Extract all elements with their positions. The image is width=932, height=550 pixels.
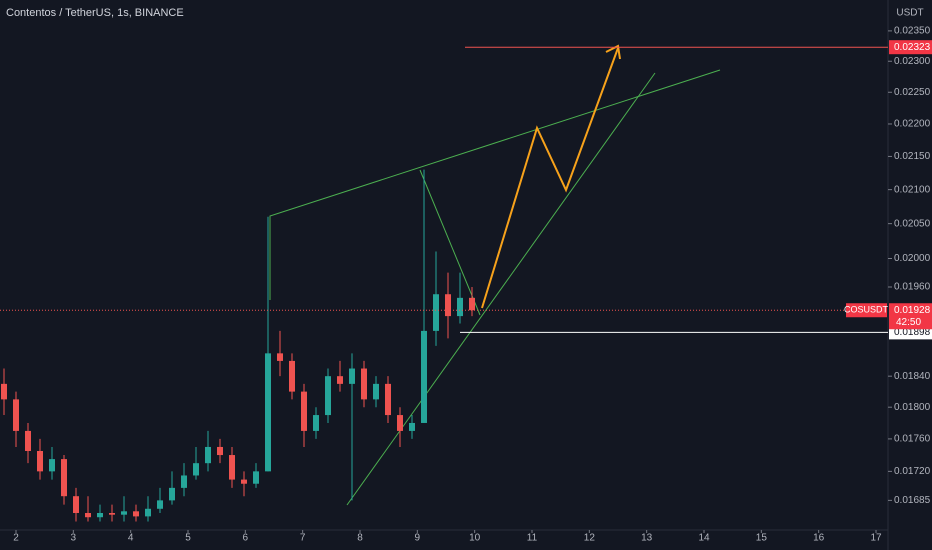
candle-body — [241, 479, 247, 484]
time-label: 3 — [71, 533, 77, 544]
countdown: 42:50 — [896, 317, 921, 328]
target-label: 0.02323 — [894, 42, 931, 53]
candle-body — [337, 376, 343, 384]
candle-body — [397, 415, 403, 431]
time-label: 2 — [13, 533, 19, 544]
price-label: 0.02050 — [894, 218, 931, 229]
candle-body — [193, 463, 199, 476]
candle-body — [313, 415, 319, 431]
wedge-line — [419, 169, 481, 316]
candle-body — [457, 297, 463, 317]
candle-body — [73, 496, 79, 513]
candle-body — [85, 512, 91, 518]
symbol-label: COSUSDT — [844, 305, 889, 315]
time-label: 9 — [415, 533, 421, 544]
time-label: 6 — [243, 533, 249, 544]
time-label: 16 — [813, 533, 825, 544]
candle-body — [433, 294, 439, 331]
symbol-tag — [846, 303, 887, 318]
time-label: 13 — [641, 533, 653, 544]
candle-body — [325, 376, 331, 416]
candle-body — [469, 297, 475, 311]
time-label: 14 — [698, 533, 710, 544]
candle-body — [157, 500, 163, 509]
candle-body — [217, 446, 223, 456]
price-label: 0.02150 — [894, 151, 931, 162]
time-label: 5 — [185, 533, 191, 544]
time-label: 15 — [756, 533, 768, 544]
candle-body — [109, 512, 115, 515]
price-label: 0.01960 — [894, 282, 931, 293]
candle-body — [25, 430, 31, 451]
price-label: 0.02000 — [894, 253, 931, 264]
chart-title: Contentos / TetherUS, 1s, BINANCE — [6, 7, 184, 19]
candle-body — [253, 471, 259, 484]
time-label: 17 — [870, 533, 882, 544]
price-label: 0.02350 — [894, 26, 931, 37]
candle-body — [1, 383, 7, 400]
price-label: 0.02100 — [894, 184, 931, 195]
current-label: 0.01928 — [894, 305, 931, 316]
candle-body — [277, 353, 283, 361]
candle-body — [205, 446, 211, 464]
candle-body — [169, 487, 175, 501]
projection-path — [481, 47, 619, 309]
price-label: 0.02250 — [894, 87, 931, 98]
candle-body — [37, 450, 43, 472]
price-label: 0.01840 — [894, 371, 931, 382]
candle-body — [361, 368, 367, 400]
time-label: 10 — [469, 533, 481, 544]
candle-body — [385, 383, 391, 416]
candle-body — [289, 360, 295, 392]
price-label: 0.02200 — [894, 119, 931, 130]
candle-body — [373, 383, 379, 400]
time-label: 7 — [300, 533, 306, 544]
candle-body — [145, 508, 151, 517]
candle-body — [133, 511, 139, 517]
price-label: 0.02300 — [894, 56, 931, 67]
current-tag — [889, 303, 932, 330]
candle-body — [229, 455, 235, 480]
currency: USDT — [896, 8, 923, 19]
drawings — [1, 44, 721, 522]
lower-trendline — [346, 72, 656, 506]
candle-body — [121, 511, 127, 515]
price-label: 0.01685 — [894, 495, 931, 506]
time-label: 4 — [128, 533, 134, 544]
candle-body — [97, 512, 103, 518]
candle-body — [349, 368, 355, 384]
level-label: 0.01898 — [894, 327, 931, 338]
candle-body — [445, 294, 451, 317]
time-label: 12 — [584, 533, 596, 544]
time-label: 11 — [527, 533, 538, 544]
candle-body — [13, 399, 19, 431]
target-tag — [889, 40, 932, 55]
candle-body — [61, 459, 67, 497]
candle-body — [421, 330, 427, 423]
time-label: 8 — [357, 533, 363, 544]
candle-body — [409, 422, 415, 431]
candle-body — [181, 475, 187, 488]
candle-body — [49, 459, 55, 472]
candle-body — [265, 353, 271, 472]
upper-trendline — [269, 69, 721, 300]
price-label: 0.01720 — [894, 466, 931, 477]
price-label: 0.01760 — [894, 434, 931, 445]
price-label: 0.01800 — [894, 402, 931, 413]
projection-arrow — [605, 44, 621, 60]
candle-body — [301, 391, 307, 431]
